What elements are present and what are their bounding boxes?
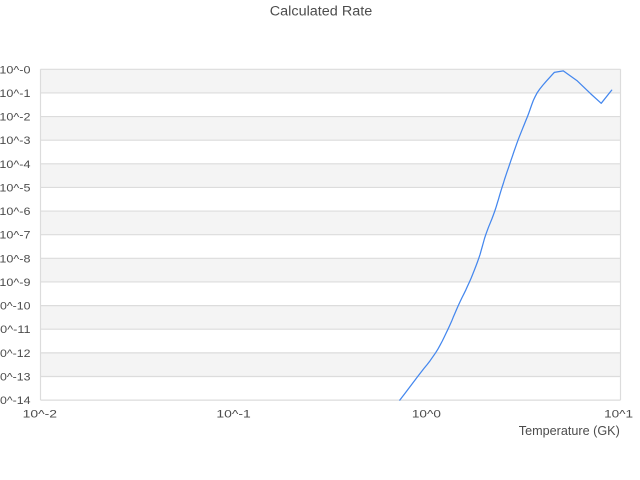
svg-text:10^1: 10^1 <box>604 409 633 421</box>
svg-text:10^-9: 10^-9 <box>0 277 31 289</box>
svg-text:10^-2: 10^-2 <box>0 112 31 124</box>
svg-text:10^-1: 10^-1 <box>0 88 31 100</box>
svg-text:10^-6: 10^-6 <box>0 206 31 218</box>
svg-text:10^-8: 10^-8 <box>0 253 31 265</box>
svg-text:10^-0: 10^-0 <box>0 64 31 76</box>
svg-text:10^-1: 10^-1 <box>216 409 250 421</box>
svg-text:10^-5: 10^-5 <box>0 182 31 194</box>
svg-text:Temperature (GK): Temperature (GK) <box>519 423 620 438</box>
svg-text:10^-3: 10^-3 <box>0 135 31 147</box>
svg-text:Calculated Rate: Calculated Rate <box>270 4 373 19</box>
svg-text:10^-14: 10^-14 <box>0 395 31 407</box>
svg-text:10^-10: 10^-10 <box>0 301 31 313</box>
svg-text:10^-11: 10^-11 <box>0 324 31 336</box>
svg-text:10^0: 10^0 <box>412 409 441 421</box>
svg-text:10^-12: 10^-12 <box>0 348 31 360</box>
svg-text:10^-4: 10^-4 <box>0 159 31 171</box>
svg-text:10^-13: 10^-13 <box>0 371 31 383</box>
svg-text:10^-7: 10^-7 <box>0 230 31 242</box>
svg-text:10^-2: 10^-2 <box>23 409 57 421</box>
